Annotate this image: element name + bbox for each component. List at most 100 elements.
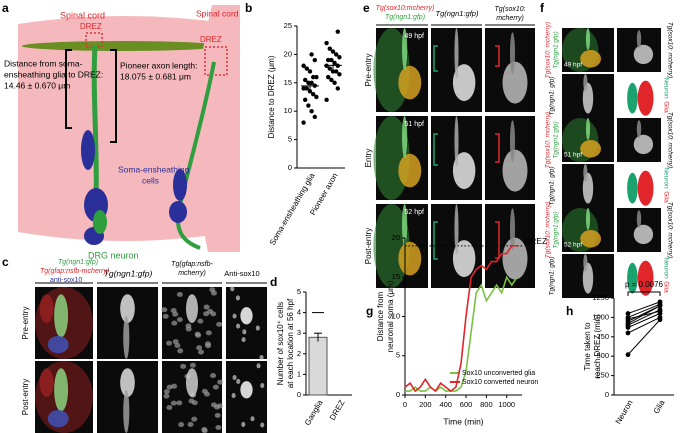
y-tick-label: 10 — [284, 106, 292, 115]
y-axis-label: Distance to DREZ (μm) — [267, 55, 276, 138]
label: Anti-sox10 — [224, 269, 259, 278]
cell-signal — [166, 340, 173, 346]
label: Tg(sox10: mcherry) — [545, 112, 552, 168]
cell-signal — [161, 307, 168, 313]
cell-signal — [398, 65, 422, 100]
cell-signal — [163, 393, 170, 399]
cell-signal — [186, 368, 198, 397]
cell-signal — [123, 315, 130, 359]
label: Tg(ngn1:gfp) — [385, 14, 425, 21]
data-point — [304, 86, 309, 91]
cell-signal — [259, 354, 264, 360]
cell-signal — [585, 208, 591, 230]
bracket-marker — [433, 221, 438, 260]
data-point — [625, 330, 631, 336]
label: Soma-ensheathing — [118, 164, 190, 174]
data-point — [327, 66, 332, 71]
data-point — [332, 80, 337, 86]
data-point — [657, 299, 663, 305]
label: Tg(ngn1:gfp) — [553, 121, 560, 158]
x-axis-label: Time (min) — [443, 416, 483, 426]
cell-signal — [187, 421, 194, 427]
data-point — [312, 114, 317, 120]
y-tick-label: 0 — [297, 390, 301, 399]
cell-signal — [204, 391, 211, 397]
cell-signal — [241, 421, 246, 427]
cell-signal — [170, 400, 177, 406]
cell-signal — [47, 409, 69, 428]
data-point — [337, 72, 342, 77]
data-point — [330, 49, 336, 54]
label: Tg(ngn1:gfp) — [104, 268, 153, 278]
data-point — [625, 315, 631, 320]
label: Glia — [662, 191, 669, 203]
cell-signal — [260, 422, 265, 428]
data-point — [306, 103, 311, 108]
cell-signal — [255, 325, 260, 331]
y-axis-label: reach DREZ (min) — [593, 314, 602, 379]
data-point — [334, 52, 339, 57]
data-point — [657, 308, 663, 314]
cell-signal — [197, 318, 204, 324]
glia-cell — [169, 201, 187, 223]
label: 18.075 ± 0.681 μm — [120, 71, 191, 81]
data-point — [303, 77, 308, 83]
cell-signal — [636, 120, 642, 138]
panel-letter: c — [2, 255, 9, 269]
label: Tg(gfap:nsfb-mcherry) — [40, 268, 109, 275]
label: Tg(sox10: mcherry) — [666, 22, 673, 78]
y-axis-label: neuronal soma (μm) — [386, 280, 395, 352]
cell-signal — [201, 428, 208, 433]
bracket-marker — [495, 45, 500, 67]
panel-letter: d — [270, 275, 277, 289]
cell-signal — [54, 294, 69, 338]
data-point — [301, 63, 306, 68]
y-tick-label: 25 — [284, 21, 292, 30]
cell-signal — [162, 313, 169, 319]
pair-line — [627, 319, 661, 355]
cell-signal — [123, 389, 130, 433]
label: Tg(gfap:nsfb- — [171, 261, 213, 268]
cell-signal — [216, 403, 223, 409]
label: mcherry) — [496, 15, 524, 22]
neuron-soma — [93, 210, 107, 234]
y-tick-label: 1250 — [592, 293, 609, 302]
cell-signal — [120, 368, 135, 397]
cell-signal — [210, 290, 217, 296]
cell-signal — [502, 237, 528, 280]
pair-line — [627, 301, 661, 314]
y-tick-label: 15 — [284, 78, 292, 87]
cell-signal — [178, 422, 185, 428]
data-point — [301, 120, 306, 125]
data-point — [329, 57, 334, 63]
cell-signal — [454, 28, 459, 79]
y-tick-label: 5 — [297, 287, 301, 296]
y-axis-label: Distance from — [376, 291, 385, 341]
label: DREZ — [80, 22, 102, 31]
cell-signal — [185, 323, 192, 329]
cell-signal — [637, 260, 654, 296]
cell-signal — [232, 313, 237, 319]
data-point — [303, 97, 308, 103]
bracket-marker — [433, 45, 438, 72]
cell-signal — [120, 294, 135, 323]
x-tick-label: Ganglia — [303, 398, 325, 427]
data-point — [625, 311, 631, 316]
series-line — [405, 275, 518, 393]
cell-signal — [398, 153, 422, 188]
cell-signal — [637, 80, 654, 116]
label: Pioneer axon — [120, 60, 170, 70]
label: Tg(ngn1: gfp) — [549, 76, 556, 115]
cell-signal — [627, 172, 638, 204]
x-tick-label: Neuron — [614, 399, 635, 426]
data-point — [301, 86, 306, 91]
cell-signal — [177, 348, 184, 354]
y-tick-label: 0 — [288, 163, 292, 172]
cell-signal — [188, 398, 195, 404]
data-point — [337, 55, 342, 60]
panel-letter: h — [566, 304, 573, 318]
cell-signal — [636, 210, 642, 228]
cell-signal — [452, 240, 476, 278]
cell-signal — [39, 368, 54, 397]
label: Neuron — [662, 167, 669, 189]
